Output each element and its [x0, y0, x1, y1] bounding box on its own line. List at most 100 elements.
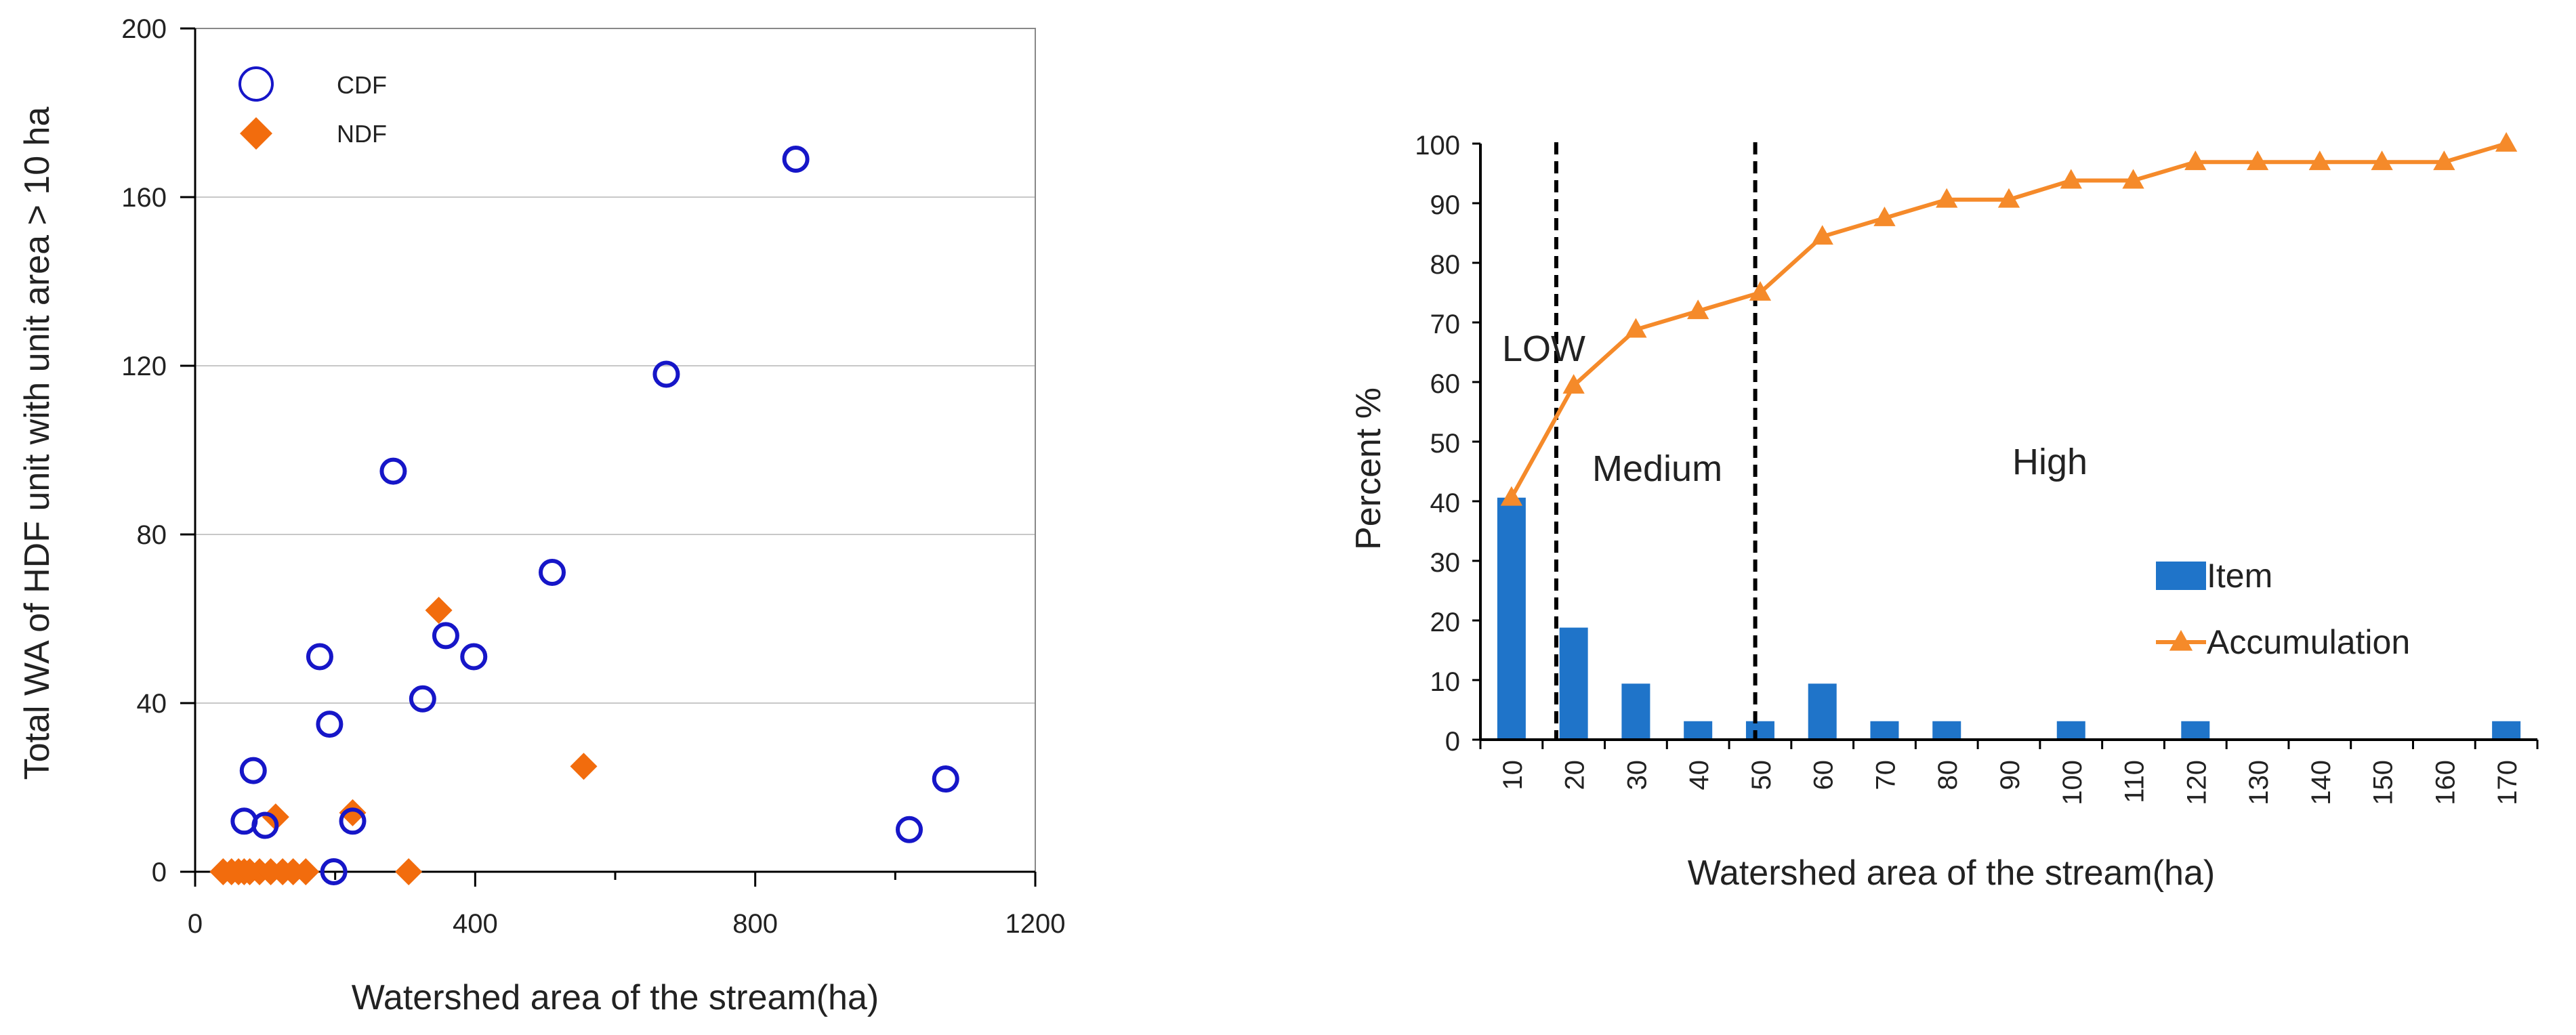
accumulation-point [2060, 169, 2082, 189]
bar-line-chart: 0 10 20 30 40 50 60 70 80 90 100 10 20 30 40 50 60 70 80 9… [1349, 131, 2539, 893]
item-bar [2181, 721, 2210, 740]
item-bar [2056, 721, 2085, 740]
bar-y-tick-label: 50 [1430, 429, 1461, 459]
bar-legend: Item Accumulation [2156, 557, 2410, 661]
accumulation-point [1625, 318, 1647, 338]
bar-x-tick-label: 140 [2306, 760, 2336, 805]
item-bar [1559, 627, 1588, 740]
cdf-point [306, 643, 333, 671]
scatter-plot-frame [194, 28, 1036, 872]
bar-y-tick-label: 90 [1430, 190, 1461, 220]
accumulation-point [1749, 281, 1772, 301]
bar-x-tick-label: 60 [1809, 760, 1839, 790]
accumulation-point [1562, 374, 1585, 394]
bar-y-tick-label: 60 [1430, 369, 1461, 399]
scatter-y-tick-label: 120 [121, 352, 167, 381]
bar-y-tick-label: 20 [1430, 608, 1461, 637]
bar-x-tick-label: 10 [1498, 760, 1528, 790]
item-bar [1808, 683, 1837, 740]
bar-x-tick-label: 30 [1622, 760, 1652, 790]
cdf-point [339, 807, 367, 835]
accumulation-point [2308, 150, 2331, 171]
item-bar [1870, 721, 1899, 740]
bar-x-tick-label: 170 [2493, 760, 2522, 805]
ndf-point [395, 858, 423, 885]
item-bar [2492, 721, 2521, 740]
accumulation-point [1687, 299, 1709, 320]
scatter-x-axis-label: Watershed area of the stream(ha) [352, 978, 879, 1017]
region-label-high: High [2012, 442, 2087, 482]
item-bar [1497, 497, 1526, 740]
ndf-point [339, 799, 367, 826]
scatter-y-tick-label: 200 [121, 14, 167, 44]
scatter-chart: 0 40 80 120 160 200 0 400 800 1200 CDF NDF Waters… [18, 14, 1065, 1017]
cdf-point [432, 622, 459, 650]
legend-ndf-marker [240, 117, 272, 150]
bar-x-tick-label: 100 [2058, 760, 2087, 805]
cdf-point [932, 765, 959, 793]
bar-y-tick-label: 70 [1430, 310, 1461, 339]
legend-accumulation-label: Accumulation [2207, 623, 2410, 661]
scatter-y-tick-label: 80 [137, 520, 167, 550]
cdf-point [239, 757, 267, 784]
scatter-legend: CDF NDF [238, 66, 387, 150]
legend-item-label: Item [2207, 557, 2272, 595]
ndf-point [292, 858, 320, 885]
cdf-point [896, 816, 923, 843]
accumulation-markers [1500, 132, 2518, 506]
bar-y-tick-label: 10 [1430, 667, 1461, 697]
bar-x-tick-label: 160 [2430, 760, 2460, 805]
region-labels: LOW Medium High [1502, 329, 2087, 489]
bar-y-tick-label: 80 [1430, 250, 1461, 280]
accumulation-point [2433, 150, 2455, 171]
bar-axes [1472, 142, 2539, 749]
bar-y-tick-label: 40 [1430, 488, 1461, 518]
cdf-point [460, 643, 488, 671]
scatter-x-tick-label: 1200 [1005, 909, 1066, 939]
bar-x-tick-label: 50 [1747, 760, 1777, 790]
accumulation-point [2495, 132, 2518, 152]
bar-y-tick-labels: 0 10 20 30 40 50 60 70 80 90 100 [1415, 131, 1460, 757]
cdf-point [379, 457, 407, 485]
item-bar [1745, 721, 1774, 740]
region-label-medium: Medium [1592, 448, 1722, 489]
bar-x-tick-label: 20 [1560, 760, 1590, 790]
accumulation-point [1936, 188, 1958, 208]
cdf-point [316, 711, 344, 738]
bar-x-axis-label: Watershed area of the stream(ha) [1688, 853, 2215, 893]
scatter-x-tick-labels: 0 400 800 1200 [188, 909, 1066, 939]
scatter-y-tick-labels: 0 40 80 120 160 200 [121, 14, 167, 887]
scatter-axes [180, 27, 1037, 887]
accumulation-point [2371, 150, 2393, 171]
cdf-point [782, 145, 810, 173]
scatter-y-tick-label: 0 [152, 858, 167, 887]
scatter-x-tick-label: 400 [453, 909, 498, 939]
bar-x-tick-label: 80 [1933, 760, 1963, 790]
item-bar [1621, 683, 1650, 740]
legend-item-swatch [2156, 562, 2206, 590]
scatter-x-tick-label: 800 [732, 909, 778, 939]
bar-y-tick-label: 100 [1415, 131, 1460, 161]
scatter-y-tick-label: 160 [121, 183, 167, 213]
cdf-point [539, 559, 566, 587]
scatter-points [209, 145, 959, 885]
bar-x-tick-label: 110 [2120, 760, 2150, 803]
bar-x-tick-label: 40 [1684, 760, 1714, 790]
ndf-point [425, 597, 453, 625]
item-bar [1684, 721, 1713, 740]
scatter-y-tick-label: 40 [137, 689, 167, 719]
cdf-point [251, 811, 279, 839]
item-bar [1932, 721, 1961, 740]
scatter-y-axis-label: Total WA of HDF unit with unit area > 10… [18, 107, 57, 780]
region-dividers [1554, 142, 1758, 740]
bar-y-tick-label: 30 [1430, 548, 1461, 578]
scatter-x-tick-label: 0 [188, 909, 203, 939]
legend-cdf-marker [238, 66, 274, 102]
accumulation-point [1873, 207, 1896, 226]
item-bars [1497, 497, 2521, 740]
accumulation-point [1500, 486, 1523, 506]
bar-y-axis-label: Percent % [1349, 387, 1388, 550]
bar-x-tick-label: 90 [1995, 760, 2025, 790]
bar-x-tick-labels: 10 20 30 40 50 60 70 80 90 100 110 120 130 140 150 160 1… [1498, 760, 2522, 805]
legend-cdf-label: CDF [337, 71, 387, 99]
